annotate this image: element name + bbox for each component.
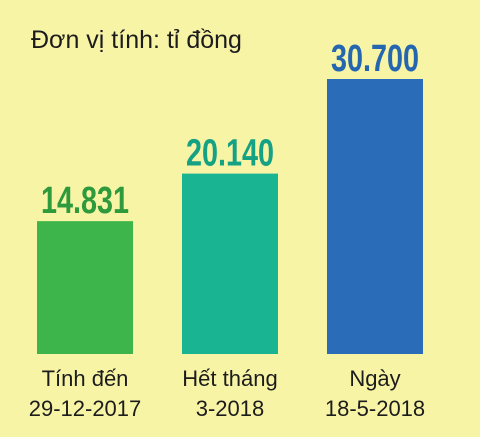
bar-3 <box>327 79 423 354</box>
value-label-1: 14.831 <box>41 180 129 222</box>
category-label-2-line-2: 3-2018 <box>196 396 265 421</box>
bar-1 <box>37 221 133 354</box>
category-label-1-line-2: 29-12-2017 <box>29 396 142 421</box>
unit-label: Đơn vị tính: tỉ đồng <box>31 26 242 54</box>
value-label-3: 30.700 <box>331 38 419 80</box>
category-label-3-line-2: 18-5-2018 <box>325 396 425 421</box>
category-label-1-line-1: Tính đến <box>42 366 129 391</box>
category-label-3-line-1: Ngày <box>349 366 400 391</box>
category-label-2-line-1: Hết tháng <box>182 366 277 391</box>
value-label-2: 20.140 <box>186 133 274 175</box>
bar-2 <box>182 173 278 354</box>
